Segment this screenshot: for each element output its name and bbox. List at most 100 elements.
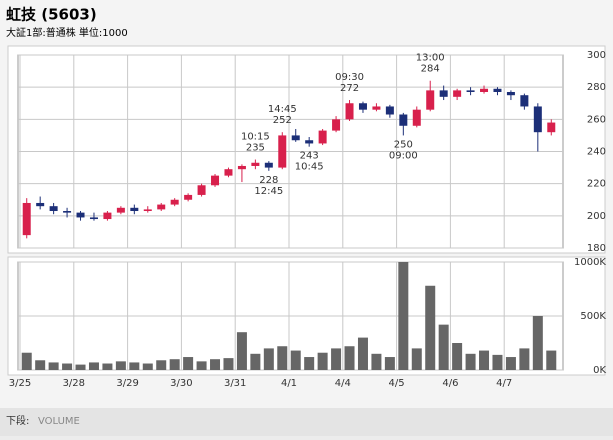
y-tick-label: 180 — [587, 243, 606, 254]
candle-body — [372, 106, 381, 110]
volume-bar — [88, 362, 99, 370]
candle-body — [49, 206, 58, 212]
x-tick-label: 4/1 — [281, 378, 297, 389]
candle-body — [157, 204, 166, 210]
candle-body — [385, 106, 394, 115]
volume-bar — [452, 343, 463, 370]
candle-body — [22, 202, 31, 236]
candle-body — [116, 207, 125, 213]
volume-bar — [196, 361, 207, 370]
y-tick-label: 500K — [580, 311, 606, 322]
y-tick-label: 280 — [587, 82, 606, 93]
annotation-value: 284 — [421, 64, 440, 75]
volume-bar — [425, 285, 436, 370]
y-tick-label: 200 — [587, 211, 606, 222]
y-tick-label: 300 — [587, 50, 606, 61]
annotation-value: 272 — [340, 83, 359, 94]
candle-body — [130, 207, 139, 212]
candle-body — [170, 199, 179, 205]
candle-body — [480, 88, 489, 92]
candle-body — [237, 165, 246, 170]
x-tick-label: 4/4 — [335, 378, 351, 389]
volume-bar — [35, 360, 46, 370]
candle-body — [426, 90, 435, 110]
x-tick-label: 3/30 — [170, 378, 192, 389]
candle-body — [63, 211, 72, 213]
volume-bar — [62, 363, 73, 370]
x-tick-label: 4/5 — [389, 378, 405, 389]
volume-bar — [250, 353, 261, 370]
candle-body — [506, 91, 515, 96]
footer-indicator: VOLUME — [38, 416, 80, 427]
volume-bar — [492, 354, 503, 370]
volume-bar — [183, 357, 194, 370]
y-tick-label: 1000K — [574, 257, 606, 268]
candle-body — [466, 90, 475, 92]
volume-bar — [304, 357, 315, 370]
candle-body — [278, 135, 287, 168]
volume-bar — [115, 361, 126, 370]
candle-body — [453, 90, 462, 97]
y-tick-label: 260 — [587, 114, 606, 125]
volume-bar — [546, 350, 557, 370]
candle-body — [520, 95, 529, 107]
candle-body — [197, 185, 206, 195]
candle-body — [143, 209, 152, 212]
annotation-value: 243 — [300, 151, 319, 162]
candle-body — [211, 175, 220, 186]
volume-bar — [48, 362, 59, 370]
candle-body — [533, 106, 542, 133]
volume-bar — [210, 359, 221, 370]
volume-bar — [290, 350, 301, 370]
x-tick-label: 3/28 — [63, 378, 85, 389]
volume-bar — [129, 362, 140, 370]
footer-prefix: 下段: — [6, 414, 29, 427]
annotation-value: 252 — [273, 115, 292, 126]
annotation-value: 250 — [394, 139, 413, 150]
x-tick-label: 3/29 — [116, 378, 138, 389]
y-tick-label: 240 — [587, 147, 606, 158]
annotation-time: 10:15 — [241, 132, 270, 143]
annotation-time: 12:45 — [254, 186, 283, 197]
x-tick-label: 3/25 — [9, 378, 31, 389]
volume-bar — [357, 337, 368, 370]
volume-bar — [169, 359, 180, 370]
candle-body — [184, 194, 193, 200]
stock-title: 虹技 (5603) — [6, 6, 97, 24]
volume-bar — [317, 352, 328, 370]
candle-body — [358, 103, 367, 110]
candle-body — [76, 212, 85, 218]
volume-bar — [21, 352, 32, 370]
volume-bar — [277, 346, 288, 370]
volume-bar — [142, 363, 153, 370]
annotation-time: 09:30 — [335, 72, 364, 83]
candle-body — [305, 140, 314, 144]
annotation-time: 14:45 — [268, 104, 297, 115]
volume-bar — [398, 262, 409, 370]
candle-body — [439, 90, 448, 97]
volume-bar — [263, 348, 274, 370]
volume-bar — [371, 353, 382, 370]
volume-bar — [102, 363, 113, 370]
volume-bar — [156, 360, 167, 370]
volume-bar — [519, 348, 530, 370]
annotation-value: 228 — [259, 175, 278, 186]
footer-bar — [0, 408, 613, 436]
y-tick-label: 220 — [587, 179, 606, 190]
volume-bar — [532, 316, 543, 370]
volume-bar — [236, 332, 247, 370]
volume-bar — [479, 350, 490, 370]
price-panel — [7, 45, 606, 254]
volume-bar — [384, 357, 395, 370]
candle-body — [224, 169, 233, 176]
candle-body — [412, 109, 421, 126]
candle-body — [547, 122, 556, 133]
candle-body — [89, 217, 98, 220]
annotation-time: 10:45 — [295, 162, 324, 173]
candle-body — [332, 119, 341, 131]
candle-body — [264, 162, 273, 168]
volume-bar — [411, 348, 422, 370]
candle-body — [103, 212, 112, 220]
candle-body — [493, 88, 502, 92]
volume-bar — [505, 357, 516, 370]
